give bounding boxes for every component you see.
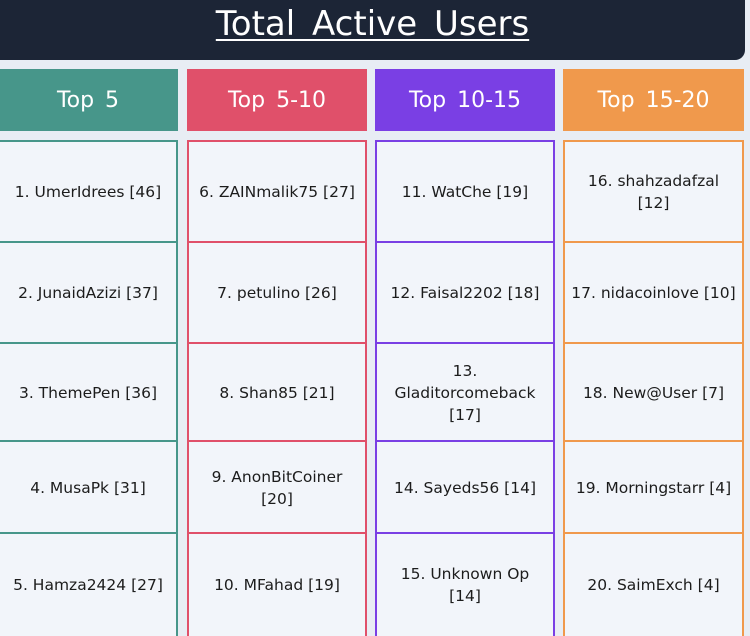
column-top-15-20: Top 15-20 16. shahzadafzal [12] 17. nida… [563,69,744,636]
column-body: 16. shahzadafzal [12] 17. nidacoinlove [… [563,140,744,636]
column-header: Top 15-20 [563,69,744,131]
list-item: 11. WatChe [19] [375,140,555,242]
column-top-5: Top 5 1. UmerIdrees [46] 2. JunaidAzizi … [0,69,178,636]
list-item: 19. Morningstarr [4] [563,440,744,533]
column-header: Top 10-15 [375,69,555,131]
column-body: 1. UmerIdrees [46] 2. JunaidAzizi [37] 3… [0,140,178,636]
list-item: 20. SaimExch [4] [563,532,744,636]
list-item: 17. nidacoinlove [10] [563,241,744,343]
list-item: 16. shahzadafzal [12] [563,140,744,242]
list-item: 10. MFahad [19] [187,532,367,636]
list-item: 7. petulino [26] [187,241,367,343]
list-item: 1. UmerIdrees [46] [0,140,178,242]
list-item: 14. Sayeds56 [14] [375,440,555,533]
list-item: 2. JunaidAzizi [37] [0,241,178,343]
list-item: 13. Gladitorcomeback [17] [375,342,555,441]
column-body: 6. ZAINmalik75 [27] 7. petulino [26] 8. … [187,140,367,636]
column-top-5-10: Top 5-10 6. ZAINmalik75 [27] 7. petulino… [187,69,367,636]
page-title: Total Active Users [215,4,530,44]
list-item: 18. New@User [7] [563,342,744,441]
header-bar: Total Active Users [0,0,745,60]
list-item: 12. Faisal2202 [18] [375,241,555,343]
list-item: 9. AnonBitCoiner [20] [187,440,367,533]
list-item: 5. Hamza2424 [27] [0,532,178,636]
column-top-10-15: Top 10-15 11. WatChe [19] 12. Faisal2202… [375,69,555,636]
list-item: 3. ThemePen [36] [0,342,178,441]
list-item: 15. Unknown Op [14] [375,532,555,636]
column-body: 11. WatChe [19] 12. Faisal2202 [18] 13. … [375,140,555,636]
list-item: 6. ZAINmalik75 [27] [187,140,367,242]
column-header: Top 5 [0,69,178,131]
list-item: 4. MusaPk [31] [0,440,178,533]
column-header: Top 5-10 [187,69,367,131]
list-item: 8. Shan85 [21] [187,342,367,441]
